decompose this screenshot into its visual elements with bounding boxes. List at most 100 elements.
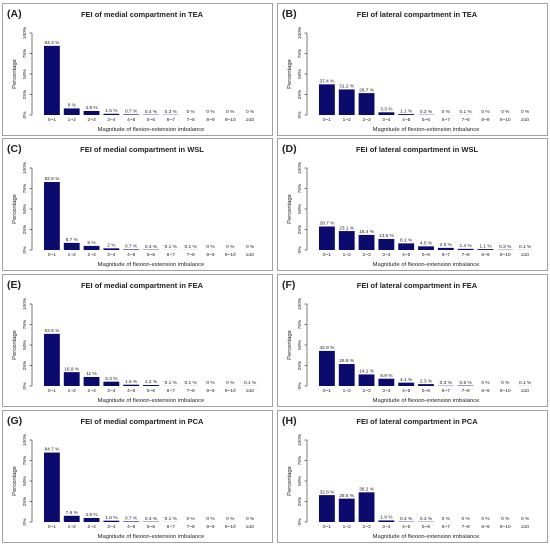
x-tick-label: 3~4 <box>382 388 390 394</box>
bar-value-label: 0.1 % <box>519 380 532 386</box>
x-tick-label: 6~7 <box>167 117 175 123</box>
x-tick-label: 7~8 <box>462 117 470 123</box>
bar-value-label: 5 % <box>87 240 96 246</box>
x-tick-label: 6~7 <box>442 524 450 530</box>
x-tick-label: 3~4 <box>382 524 390 530</box>
bar-value-label: 0.1 % <box>244 380 257 386</box>
x-tick-label: 8~9 <box>206 388 214 394</box>
bar <box>44 182 60 250</box>
x-tick-label: 1~2 <box>343 117 351 123</box>
x-axis-label: Magnitude of flexion-extension imbalance <box>373 127 480 133</box>
y-tick-label: 100% <box>297 161 303 174</box>
y-tick-label: 25% <box>22 224 28 234</box>
bar <box>319 351 335 386</box>
x-tick-label: ≥10 <box>246 252 254 258</box>
bar <box>84 111 100 115</box>
bar <box>438 248 454 250</box>
x-tick-label: 2~3 <box>362 388 370 394</box>
x-tick-label: 5~6 <box>147 388 155 394</box>
x-tick-label: 4~5 <box>127 388 135 394</box>
chart-title: FEI of medial compartment in FEA <box>81 281 204 290</box>
x-tick-label: 2~3 <box>87 524 95 530</box>
bar-value-label: 18.4 % <box>359 229 375 235</box>
bar-value-label: 16.9 % <box>64 366 80 372</box>
chart-panel: (F)FEI of lateral compartment in FEA0%25… <box>278 275 548 407</box>
y-tick-label: 25% <box>297 89 303 99</box>
y-axis-label: Percentage <box>287 194 293 224</box>
panel-frame <box>3 275 273 407</box>
x-tick-label: 1~2 <box>343 388 351 394</box>
x-tick-label: 7~8 <box>462 524 470 530</box>
bar-value-label: 0 % <box>246 244 255 250</box>
y-tick-label: 100% <box>297 297 303 310</box>
bar <box>378 520 394 522</box>
x-tick-label: 4~5 <box>127 117 135 123</box>
bar-value-label: 84.7 % <box>44 447 60 453</box>
bar-value-label: 1.1 % <box>400 108 413 114</box>
bar-value-label: 0.7 % <box>125 516 138 522</box>
bar-value-label: 1.6 % <box>105 515 118 521</box>
bar-value-label: 0.7 % <box>125 244 138 250</box>
bar-value-label: 14.1 % <box>359 369 375 375</box>
bar <box>103 248 119 250</box>
panel-frame <box>3 411 273 543</box>
x-tick-label: 1~2 <box>68 252 76 258</box>
x-tick-label: 0~1 <box>48 252 56 258</box>
x-tick-label: 6~7 <box>442 388 450 394</box>
bar-value-label: 2 % <box>107 243 116 249</box>
bar-value-label: 0 % <box>501 516 510 522</box>
x-tick-label: 4~5 <box>402 117 410 123</box>
bar <box>418 246 434 250</box>
x-tick-label: 9~10 <box>225 252 236 258</box>
bar-value-label: 26.8 % <box>339 358 355 364</box>
x-tick-label: 2~3 <box>362 252 370 258</box>
bar-value-label: 0.3 % <box>165 109 178 115</box>
bar <box>398 383 414 386</box>
bar-value-label: 0 % <box>442 109 451 115</box>
y-tick-label: 100% <box>22 26 28 39</box>
bar-value-label: 8.7 % <box>66 237 79 243</box>
bar-value-label: 0.3 % <box>440 380 453 386</box>
bar-value-label: 0 % <box>186 516 195 522</box>
bar-value-label: 0 % <box>521 109 530 115</box>
y-tick-label: 0% <box>297 518 303 526</box>
bar-value-label: 37.4 % <box>319 79 335 85</box>
bar-value-label: 63.6 % <box>44 328 60 334</box>
x-tick-label: 9~10 <box>225 524 236 530</box>
x-axis-label: Magnitude of flexion-extension imbalance <box>98 398 205 404</box>
y-tick-label: 25% <box>22 89 28 99</box>
chart-title: FEI of lateral compartment in TEA <box>357 10 478 19</box>
y-tick-label: 75% <box>297 319 303 329</box>
x-tick-label: 1~2 <box>68 388 76 394</box>
x-tick-label: 7~8 <box>462 252 470 258</box>
bar-value-label: 1.4 % <box>459 243 472 249</box>
x-tick-label: 0~1 <box>323 117 331 123</box>
x-axis-label: Magnitude of flexion-extension imbalance <box>373 398 480 404</box>
panel-letter: (F) <box>282 279 295 291</box>
x-tick-label: 9~10 <box>225 388 236 394</box>
bar-value-label: 31.2 % <box>339 84 355 90</box>
panel-frame <box>3 139 273 271</box>
bar-value-label: 0 % <box>226 109 235 115</box>
y-tick-label: 50% <box>22 68 28 78</box>
panel-letter: (G) <box>7 415 22 427</box>
x-tick-label: 6~7 <box>167 524 175 530</box>
panel-frame <box>278 4 548 136</box>
bar <box>319 495 335 522</box>
bar <box>359 93 375 115</box>
x-tick-label: 5~6 <box>422 524 430 530</box>
bar-value-label: 26.7 % <box>359 87 375 93</box>
x-axis-label: Magnitude of flexion-extension imbalance <box>373 534 480 540</box>
y-tick-label: 75% <box>22 319 28 329</box>
bar-value-label: 0.7 % <box>125 109 138 115</box>
y-tick-label: 25% <box>297 360 303 370</box>
bar <box>84 246 100 250</box>
chart-title: FEI of lateral compartment in PCA <box>356 417 478 426</box>
x-tick-label: 3~4 <box>107 388 115 394</box>
bar-value-label: 82.9 % <box>44 176 60 182</box>
x-tick-label: 0~1 <box>323 252 331 258</box>
y-axis-label: Percentage <box>12 330 18 360</box>
x-tick-label: 4~5 <box>402 524 410 530</box>
x-tick-label: 7~8 <box>187 252 195 258</box>
bar <box>339 364 355 386</box>
